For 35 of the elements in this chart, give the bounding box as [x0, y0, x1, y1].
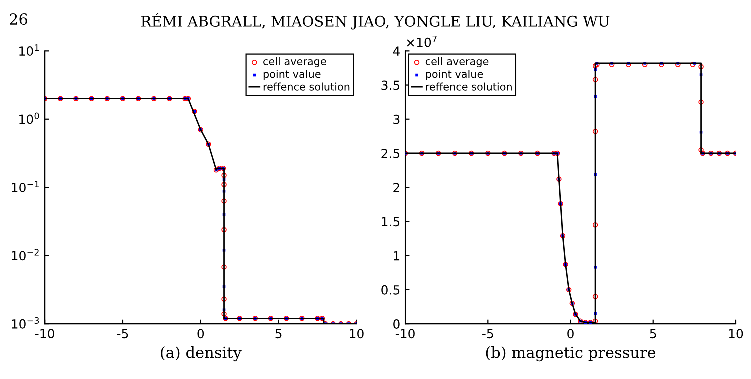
- y-tick-label: 4: [393, 46, 400, 56]
- legend-label: point value: [264, 70, 321, 80]
- y-tick-label: 2.5: [382, 148, 400, 158]
- text: 26: [10, 14, 28, 26]
- x-tick-label: 5: [650, 329, 656, 339]
- x-tick-label: -5: [482, 329, 494, 339]
- y-tick-label: 3: [394, 114, 400, 124]
- text: RÉMI ABGRALL, MIAOSEN JIAO, YONGLE LIU, KAILIANG WU: [142, 13, 610, 30]
- legend-label: reffence solution: [426, 82, 512, 91]
- x-tick-label: -10: [35, 329, 54, 339]
- y-tick-label: 10$^{−2}$: [12, 249, 39, 261]
- y-tick-label: 10$^{1}$: [20, 44, 39, 56]
- legend-label: cell average: [264, 57, 326, 68]
- y-tick-label: 0: [394, 320, 400, 329]
- x-tick-label: 10: [729, 329, 744, 339]
- y-tick-label: 10$^{0}$: [20, 112, 40, 124]
- y-tick-label: 3.5: [382, 80, 400, 90]
- y-tick-label: 10$^{−1}$: [12, 181, 39, 192]
- y-tick-label: 1.5: [382, 217, 400, 227]
- y-tick-label: 10$^{−3}$: [12, 317, 40, 329]
- y-tick-label: 1: [394, 251, 400, 261]
- x-tick-label: 10: [350, 329, 364, 339]
- x-tick-label: 5: [276, 329, 282, 339]
- x-axis-title: (a) density: [161, 346, 242, 362]
- x-axis-title: (b) magnetic pressure: [486, 346, 656, 362]
- legend-label: reffence solution: [264, 82, 350, 91]
- x-tick-label: -10: [396, 329, 415, 339]
- x-tick-label: 0: [198, 329, 204, 339]
- text: ×10$^{7}$: [407, 36, 437, 48]
- y-tick-label: 0.5: [382, 285, 400, 295]
- legend-label: cell average: [426, 57, 489, 68]
- y-tick-label: 2: [394, 183, 400, 192]
- x-tick-label: -5: [117, 329, 128, 339]
- x-tick-label: 0: [568, 329, 574, 339]
- legend-label: point value: [426, 70, 484, 80]
